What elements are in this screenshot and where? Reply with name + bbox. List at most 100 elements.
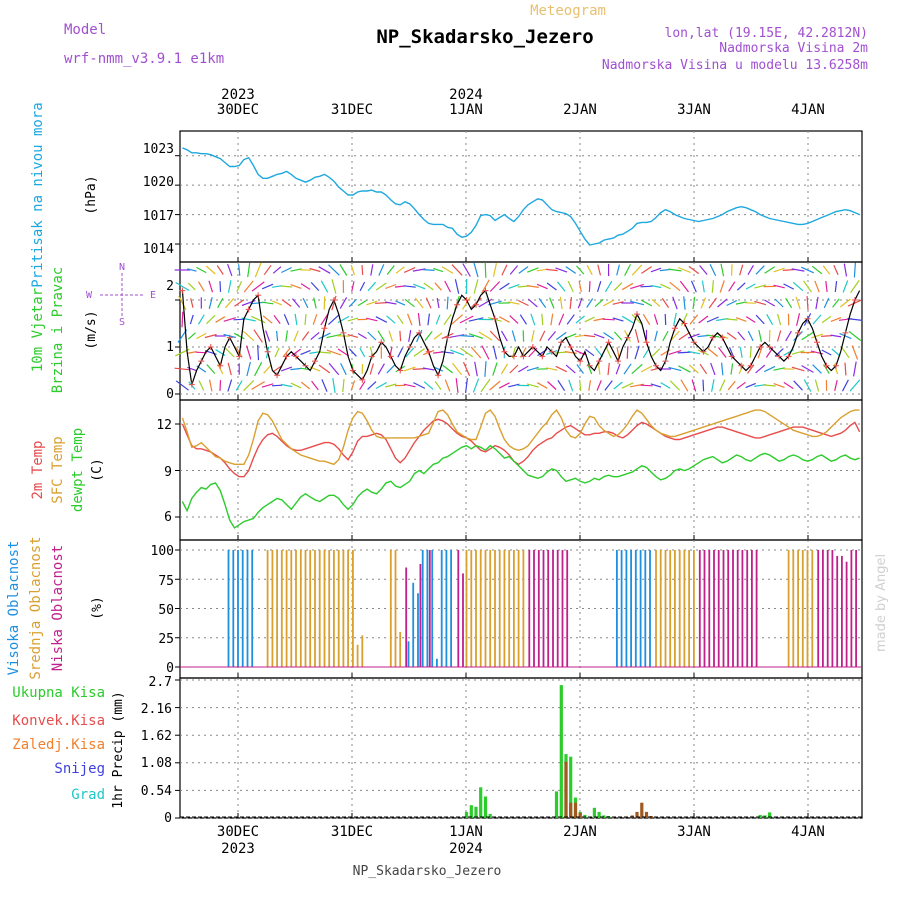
wind-direction-arrow	[848, 330, 862, 342]
wind-direction-arrow	[348, 298, 357, 308]
wind-direction-arrow	[175, 380, 189, 391]
wind-direction-arrow	[433, 366, 444, 372]
wind-direction-arrow	[849, 379, 861, 392]
precip-convective-bar	[578, 812, 582, 818]
wind-direction-arrow	[726, 299, 738, 307]
cloud-low-bar	[547, 550, 550, 667]
wind-direction-arrow	[538, 298, 547, 308]
wind-direction-arrow	[597, 264, 602, 276]
cloud-mid-bar	[674, 550, 676, 667]
wind-direction-arrow	[300, 381, 311, 390]
wind-direction-arrow	[588, 380, 592, 391]
wind-direction-arrow	[367, 281, 377, 292]
wind-direction-arrow	[423, 282, 434, 291]
wind-direction-arrow	[596, 281, 602, 292]
wind-direction-arrow	[701, 280, 705, 293]
wind-direction-arrow	[811, 333, 824, 339]
precip-total-bar	[597, 811, 601, 818]
wind-direction-arrow	[577, 297, 583, 309]
cloud-high-bar	[237, 550, 239, 667]
wind-direction-arrow	[300, 283, 311, 290]
wind-speed-marker	[340, 329, 347, 336]
wind-direction-arrow	[509, 364, 519, 374]
wind-speed-marker	[349, 367, 356, 374]
pressure-ytick-1014: 1014	[143, 242, 174, 257]
precip-panel: Ukupna Kisa Konvek.Kisa Zaledj.Kisa Snij…	[12, 675, 863, 826]
wind-direction-arrow	[434, 282, 442, 291]
wind-direction-arrow	[272, 285, 283, 288]
wind-direction-arrow	[719, 379, 726, 392]
wind-direction-arrow	[357, 299, 367, 307]
wind-direction-arrow	[605, 346, 612, 359]
station-title: NP_Skadarsko_Jezero	[376, 26, 593, 48]
wind-direction-arrow	[209, 379, 213, 392]
cloud-high-bar	[450, 550, 452, 667]
wind-direction-arrow	[518, 365, 529, 373]
wind-direction-arrow	[462, 361, 471, 377]
wind-direction-arrow	[575, 315, 585, 324]
wind-speed-marker	[198, 358, 205, 365]
wind-direction-arrow	[251, 381, 266, 390]
legend-frozen-rain: Zaledj.Kisa	[12, 737, 105, 753]
wind-direction-arrow	[555, 331, 567, 341]
wind-direction-arrow	[452, 362, 463, 376]
wind-direction-arrow	[612, 317, 624, 322]
wind-speed-marker	[321, 325, 328, 332]
wind-direction-arrow	[711, 379, 715, 392]
wind-direction-arrow	[433, 267, 444, 273]
cloud-low-bar	[822, 550, 824, 667]
wind-direction-arrow	[442, 364, 453, 374]
wind-direction-arrow	[396, 314, 404, 325]
wind-direction-arrow	[792, 281, 804, 292]
wind-direction-arrow	[446, 296, 449, 310]
cloud-ylabel-low: Niska Oblacnost	[50, 545, 66, 671]
cloud-low-bar	[542, 550, 545, 667]
wind-direction-arrow	[492, 362, 498, 376]
wind-direction-arrow	[501, 264, 508, 276]
wind-direction-arrow	[326, 349, 342, 356]
wind-direction-arrow	[423, 381, 434, 390]
wind-direction-arrow	[669, 281, 681, 292]
cloud-mid-bar	[498, 550, 501, 667]
wind-direction-arrow	[492, 345, 498, 360]
wind-direction-arrow	[745, 316, 756, 323]
wind-direction-arrow	[468, 317, 484, 322]
wind-direction-arrow	[262, 315, 273, 324]
wind-direction-arrow	[480, 378, 491, 393]
wind-direction-arrow	[318, 332, 331, 340]
wind-direction-arrow	[489, 281, 501, 292]
top-year-2023: 2023	[221, 87, 255, 103]
cloud-low-bar	[552, 550, 554, 667]
wind-direction-arrow	[290, 367, 302, 371]
cloud-high-bar	[431, 550, 434, 667]
wind-direction-arrow	[555, 365, 568, 373]
wind-direction-arrow	[640, 384, 653, 387]
wind-speed-marker	[586, 362, 593, 369]
wind-direction-arrow	[777, 313, 782, 326]
wind-speed-marker	[643, 339, 650, 346]
cloud-low-bar	[741, 550, 744, 667]
wind-direction-arrow	[242, 330, 255, 342]
wind-direction-arrow	[274, 347, 280, 358]
wind-direction-arrow	[227, 379, 233, 392]
precip-convective-bar	[644, 811, 649, 818]
wind-direction-arrow	[300, 349, 311, 356]
cloud-low-bar	[746, 550, 749, 667]
wind-direction-arrow	[405, 347, 415, 358]
wind-direction-arrow	[747, 330, 754, 342]
wind-direction-arrow	[651, 348, 661, 357]
cloud-low-bar	[826, 550, 829, 667]
meteogram-label: Meteogram	[530, 3, 606, 19]
cloud-ytick-75: 75	[158, 574, 174, 589]
wind-direction-arrow	[773, 267, 785, 273]
wind-direction-arrow	[841, 379, 849, 392]
wind-direction-arrow	[386, 364, 396, 374]
wind-speed-marker	[766, 344, 773, 350]
wind-direction-arrow	[831, 348, 841, 357]
wind-direction-arrow	[492, 263, 497, 277]
cloud-high-bar	[630, 550, 632, 667]
wind-speed-marker	[207, 344, 214, 350]
wind-direction-arrow	[727, 380, 736, 391]
temp-ylabel-dewpt: dewpt Temp	[70, 428, 86, 512]
wind-direction-arrow	[547, 381, 557, 390]
